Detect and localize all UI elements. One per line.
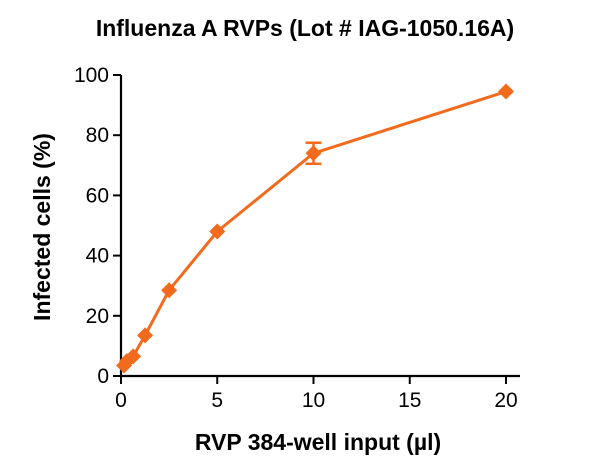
y-tick-label: 0: [97, 365, 109, 388]
series-line: [122, 90, 507, 367]
axes: 0 20 40 60 80 100 0 5 10 15 20: [74, 64, 520, 412]
x-tick-label: 15: [398, 389, 421, 412]
x-tick-label: 5: [211, 389, 223, 412]
y-tick-label: 100: [74, 64, 109, 87]
y-tick-label: 20: [86, 305, 109, 328]
data-point: [161, 282, 178, 299]
data-point: [137, 327, 154, 344]
data-point: [498, 83, 514, 100]
y-axis-label: Infected cells (%): [29, 133, 55, 321]
series-layer: [116, 83, 514, 374]
y-tick-label: 40: [86, 245, 109, 268]
data-point: [209, 223, 226, 240]
y-tick-label: 60: [86, 184, 109, 207]
x-tick-label: 20: [494, 389, 517, 412]
data-point: [125, 348, 142, 365]
x-tick-label: 0: [115, 389, 127, 412]
chart-title: Influenza A RVPs (Lot # IAG-1050.16A): [96, 15, 514, 41]
y-tick-label: 80: [86, 124, 109, 147]
x-axis-label: RVP 384-well input (µl): [195, 429, 441, 455]
data-point: [305, 145, 322, 162]
x-tick-label: 10: [302, 389, 325, 412]
